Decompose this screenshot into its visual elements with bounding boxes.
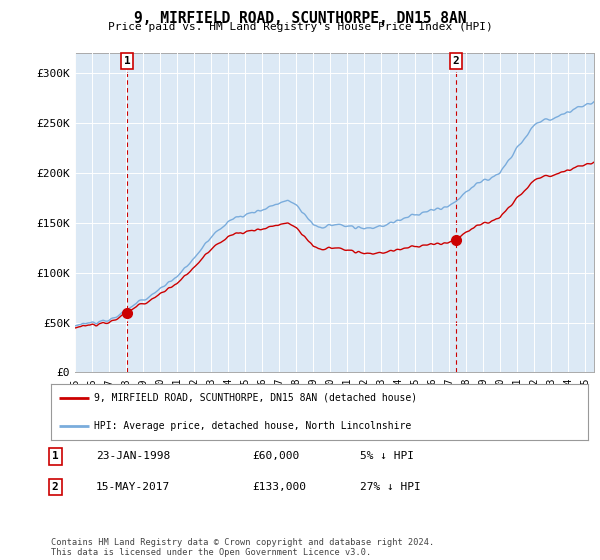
Text: 1: 1	[124, 56, 131, 66]
Text: 2: 2	[452, 56, 459, 66]
Text: £133,000: £133,000	[252, 482, 306, 492]
Text: Contains HM Land Registry data © Crown copyright and database right 2024.
This d: Contains HM Land Registry data © Crown c…	[51, 538, 434, 557]
Text: 5% ↓ HPI: 5% ↓ HPI	[360, 451, 414, 461]
Text: 1: 1	[52, 451, 59, 461]
Text: 23-JAN-1998: 23-JAN-1998	[96, 451, 170, 461]
Text: Price paid vs. HM Land Registry's House Price Index (HPI): Price paid vs. HM Land Registry's House …	[107, 22, 493, 32]
Text: £60,000: £60,000	[252, 451, 299, 461]
Text: 27% ↓ HPI: 27% ↓ HPI	[360, 482, 421, 492]
Text: 15-MAY-2017: 15-MAY-2017	[96, 482, 170, 492]
Text: 9, MIRFIELD ROAD, SCUNTHORPE, DN15 8AN: 9, MIRFIELD ROAD, SCUNTHORPE, DN15 8AN	[134, 11, 466, 26]
Text: HPI: Average price, detached house, North Lincolnshire: HPI: Average price, detached house, Nort…	[94, 421, 411, 431]
Text: 2: 2	[52, 482, 59, 492]
Text: 9, MIRFIELD ROAD, SCUNTHORPE, DN15 8AN (detached house): 9, MIRFIELD ROAD, SCUNTHORPE, DN15 8AN (…	[94, 393, 417, 403]
